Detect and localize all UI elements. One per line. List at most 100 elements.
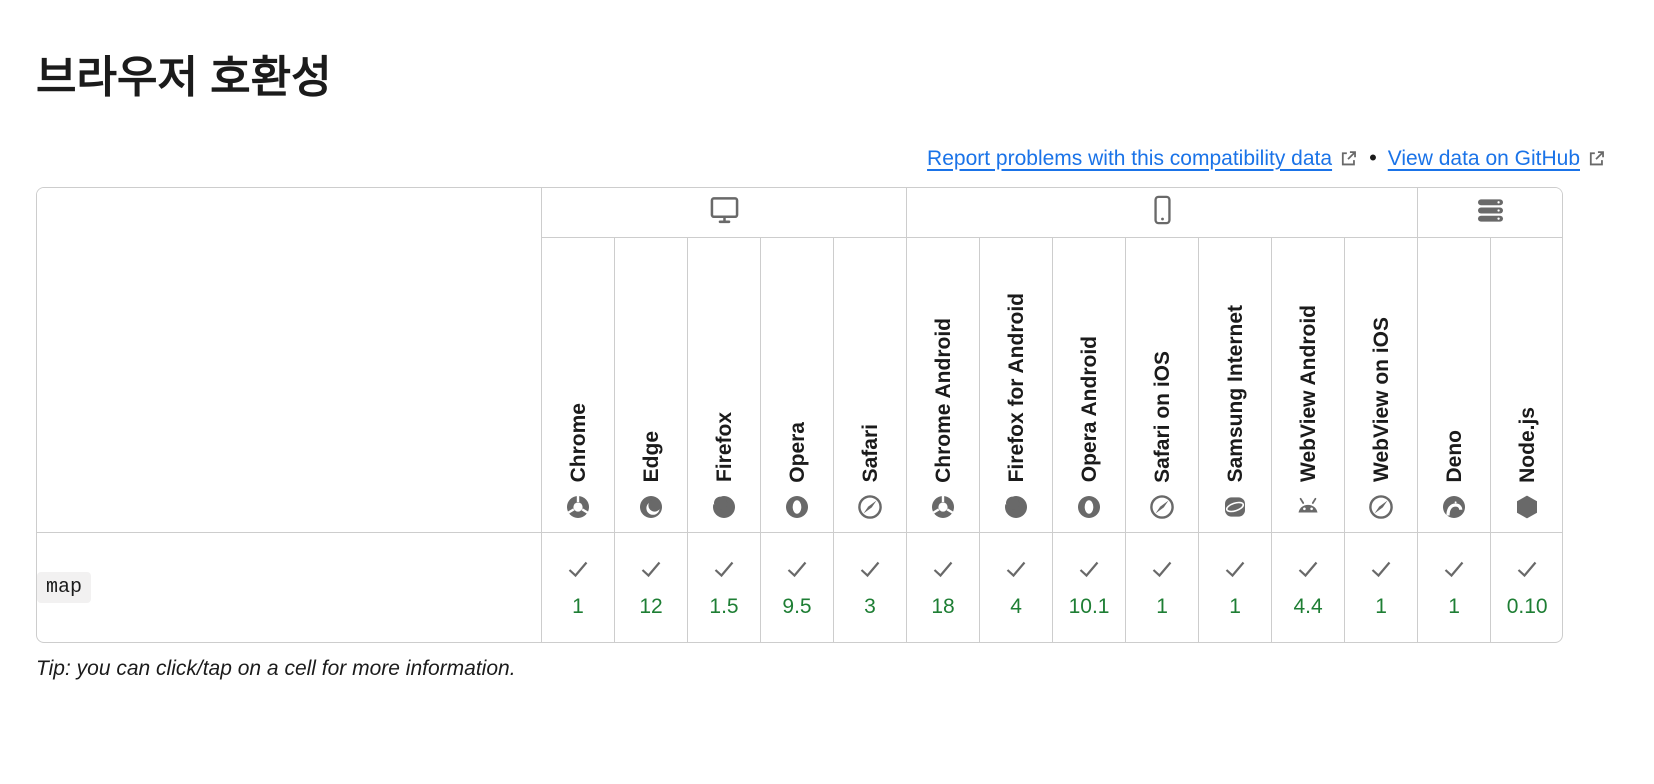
browser-name-label: Opera [785,421,809,483]
mobile-icon [1153,195,1172,225]
check-icon [565,556,591,582]
firefox-icon [1003,494,1029,520]
browser-name-label: Opera Android [1077,336,1101,483]
support-cell-node-js[interactable]: 0.10 [1490,532,1562,643]
feature-cell: map [37,532,542,643]
external-link-icon [1339,149,1358,168]
support-cell-safari-on-ios[interactable]: 1 [1125,532,1200,643]
deno-icon [1441,494,1467,520]
column-header-node-js: Node.js [1490,237,1562,534]
browser-name-label: WebView on iOS [1369,317,1393,483]
browser-name-label: Node.js [1515,406,1539,483]
column-header-chrome-android: Chrome Android [906,237,981,534]
external-link-icon [1587,149,1606,168]
support-cell-chrome-android[interactable]: 18 [906,532,981,643]
support-cell-opera-android[interactable]: 10.1 [1052,532,1127,643]
support-cell-webview-on-ios[interactable]: 1 [1344,532,1419,643]
version-label: 18 [931,595,955,619]
compat-links-row: Report problems with this compatibility … [36,145,1606,171]
check-icon [1076,556,1102,582]
browser-name-label: Chrome [566,403,590,483]
check-icon [638,556,664,582]
nodejs-icon [1514,494,1540,520]
safari-icon [1368,494,1394,520]
platform-group-desktop [540,188,908,239]
feature-code: map [37,572,92,604]
browser-name-label: Firefox [712,412,736,483]
column-header-chrome: Chrome [541,237,615,534]
version-label: 1 [1448,595,1460,619]
support-cell-deno[interactable]: 1 [1417,532,1492,643]
page-content: 브라우저 호환성 Report problems with this compa… [36,50,1606,681]
firefox-icon [711,494,737,520]
check-icon [1441,556,1467,582]
support-cell-firefox[interactable]: 1.5 [687,532,761,643]
browser-name-label: Chrome Android [931,317,955,483]
column-header-firefox: Firefox [687,237,761,534]
version-label: 1 [1375,595,1387,619]
column-header-deno: Deno [1417,237,1492,534]
server-icon [1477,198,1504,223]
support-cell-safari[interactable]: 3 [832,532,908,643]
browser-name-label: Deno [1442,429,1466,483]
column-header-edge: Edge [614,237,688,534]
report-problems-link[interactable]: Report problems with this compatibility … [927,146,1333,170]
version-label: 9.5 [782,595,812,619]
platform-group-mobile [906,188,1419,239]
check-icon [857,556,883,582]
android-icon [1295,494,1321,520]
version-label: 1 [1229,595,1241,619]
column-header-webview-android: WebView Android [1271,237,1346,534]
support-cell-edge[interactable]: 12 [614,532,688,643]
support-cell-samsung-internet[interactable]: 1 [1198,532,1273,643]
version-label: 12 [639,595,663,619]
check-icon [1149,556,1175,582]
check-icon [784,556,810,582]
support-cell-chrome[interactable]: 1 [541,532,615,643]
tip-text: Tip: you can click/tap on a cell for mor… [36,657,516,681]
chrome-icon [930,494,956,520]
support-cell-firefox-for-android[interactable]: 4 [979,532,1054,643]
column-header-samsung-internet: Samsung Internet [1198,237,1273,534]
corner-cell [37,188,542,534]
check-icon [1368,556,1394,582]
browser-name-label: WebView Android [1296,305,1320,483]
safari-icon [857,494,883,520]
browser-name-label: Edge [639,431,663,483]
browser-name-label: Firefox for Android [1004,293,1028,483]
column-header-opera-android: Opera Android [1052,237,1127,534]
chrome-icon [565,494,591,520]
samsung-internet-icon [1222,494,1248,520]
check-icon [711,556,737,582]
version-label: 1.5 [709,595,739,619]
view-github-link[interactable]: View data on GitHub [1387,146,1580,170]
page-title: 브라우저 호환성 [36,53,332,102]
browser-name-label: Safari [858,424,882,483]
version-label: 1 [572,595,584,619]
check-icon [1222,556,1248,582]
column-header-firefox-for-android: Firefox for Android [979,237,1054,534]
opera-icon [1076,494,1102,520]
check-icon [1003,556,1029,582]
platform-group-server [1417,188,1562,239]
version-label: 0.10 [1506,595,1548,619]
version-label: 4 [1010,595,1022,619]
bullet-separator: • [1369,145,1377,170]
edge-icon [638,494,664,520]
check-icon [1514,556,1540,582]
check-icon [930,556,956,582]
version-label: 3 [864,595,876,619]
support-cell-webview-android[interactable]: 4.4 [1271,532,1346,643]
version-label: 4.4 [1293,595,1323,619]
version-label: 1 [1156,595,1168,619]
browser-name-label: Safari on iOS [1150,350,1174,483]
column-header-webview-on-ios: WebView on iOS [1344,237,1419,534]
browser-name-label: Samsung Internet [1223,305,1247,483]
feature-row-map: map 1 12 1.5 9.5 3 18 4 10.1 1 1 4.4 1 1 0.10 [37,532,1562,643]
compat-table: Chrome Edge Firefox Opera Safari Chrome Andro… [36,187,1563,644]
support-cell-opera[interactable]: 9.5 [760,532,834,643]
version-label: 10.1 [1068,595,1110,619]
column-header-opera: Opera [760,237,834,534]
opera-icon [784,494,810,520]
compat-table-grid: Chrome Edge Firefox Opera Safari Chrome Andro… [37,188,1562,643]
